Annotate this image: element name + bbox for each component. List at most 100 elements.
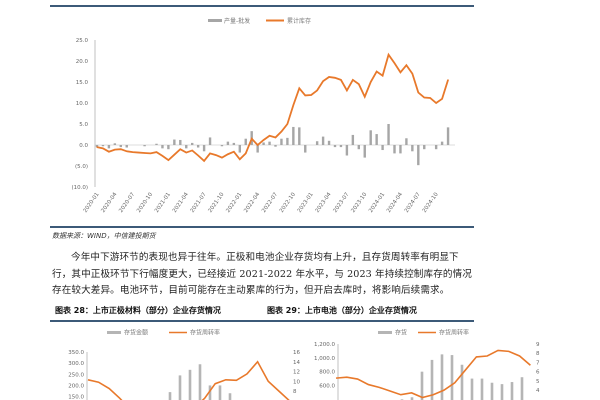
bar-production-wholesale <box>220 145 224 147</box>
line-point <box>411 73 413 75</box>
bar-production-wholesale <box>423 145 426 150</box>
fig29-bar <box>520 377 524 400</box>
line-point <box>274 136 277 139</box>
line-point <box>251 138 253 140</box>
bar-production-wholesale <box>327 140 331 145</box>
fig28-y-tick-left: 200.0 <box>68 383 84 389</box>
source-rule <box>50 226 474 228</box>
bar-production-wholesale <box>381 145 384 151</box>
line-point <box>138 151 140 154</box>
bar-production-wholesale <box>345 145 349 156</box>
line-point <box>429 97 431 99</box>
fig29-y-tick-left: 600.0 <box>319 384 335 390</box>
bar-production-wholesale <box>298 127 301 145</box>
bar-production-wholesale <box>268 141 271 145</box>
line-point <box>423 96 425 99</box>
line-point <box>149 152 152 154</box>
bar-production-wholesale <box>185 145 188 149</box>
bar-production-wholesale <box>191 142 194 145</box>
fig28-y-tick-left: 300.0 <box>68 361 84 367</box>
line-point <box>233 151 235 153</box>
y-tick-label: 25.0 <box>76 38 89 44</box>
bar-production-wholesale <box>405 138 408 145</box>
line-point <box>310 94 312 96</box>
bar-production-wholesale <box>262 142 265 145</box>
fig29-y-tick-right: 7 <box>536 360 540 366</box>
bar-production-wholesale <box>179 139 182 145</box>
line-point <box>215 154 217 156</box>
line-point <box>417 91 419 94</box>
legend-bar-swatch <box>208 19 222 22</box>
bar-production-wholesale <box>333 145 337 148</box>
y-tick-label: (10.0) <box>71 185 88 191</box>
line-point <box>161 155 164 157</box>
line-point <box>280 130 283 133</box>
bar-production-wholesale <box>339 145 343 148</box>
line-point <box>298 87 300 89</box>
y-tick-label: 5.0 <box>79 122 88 128</box>
bar-production-wholesale <box>107 145 111 149</box>
fig28-y-tick-left: 250.0 <box>68 372 84 378</box>
bar-production-wholesale <box>125 145 128 148</box>
figure28-title: 图表 28：上市正极材料（部分）企业存货情况 <box>55 306 221 315</box>
line-point <box>185 151 187 154</box>
line-point <box>399 71 402 73</box>
bar-production-wholesale <box>315 141 319 145</box>
fig28-y-tick-left: 350.0 <box>68 350 84 356</box>
figure-rule <box>50 320 474 322</box>
bar-production-wholesale <box>292 126 295 145</box>
top-rule <box>50 5 474 7</box>
fig28-line-turnover <box>87 360 290 400</box>
line-point <box>257 144 259 146</box>
fig29-bar <box>480 378 484 400</box>
fig28-bar <box>168 392 172 400</box>
line-point <box>245 152 247 154</box>
line-point <box>221 157 223 159</box>
line-point <box>167 159 169 161</box>
line-point <box>441 98 443 100</box>
bar-production-wholesale <box>280 138 283 145</box>
fig29-bar <box>470 378 474 400</box>
bar-production-wholesale <box>208 137 212 145</box>
line-point <box>322 80 324 82</box>
fig29-bar <box>460 364 464 400</box>
fig29-y-tick-right: 9 <box>536 342 540 348</box>
bar-production-wholesale <box>321 136 325 145</box>
bar-production-wholesale <box>399 145 402 154</box>
bar-production-wholesale <box>232 142 236 145</box>
fig29-y-tick-right: 8 <box>536 351 540 357</box>
bar-production-wholesale <box>238 145 241 153</box>
bar-production-wholesale <box>417 145 420 166</box>
line-point <box>387 54 390 56</box>
fig29-y-tick-left: 800.0 <box>319 370 335 376</box>
y-tick-label: 10.0 <box>76 101 89 107</box>
fig28-y-tick-right: 14 <box>293 360 300 366</box>
fig28-bar <box>178 375 182 400</box>
line-point <box>352 79 354 81</box>
fig29-bar <box>410 397 414 400</box>
line-point <box>263 139 265 141</box>
line-point <box>102 147 104 149</box>
fig28-y-tick-left: 150.0 <box>68 395 84 400</box>
fig29-y-tick-right: 5 <box>536 379 540 385</box>
fig28-bar <box>208 385 212 400</box>
line-point <box>393 62 396 64</box>
line-point <box>132 151 134 153</box>
legend-bar-label: 产量-批发 <box>224 17 250 25</box>
bar-production-wholesale <box>304 145 307 153</box>
line-point <box>227 153 229 155</box>
bar-production-wholesale <box>113 143 117 145</box>
line-point <box>286 123 288 125</box>
line-point <box>304 94 306 97</box>
fig29-bar <box>510 382 514 400</box>
main-chart: 产量-批发 累计库存 25.0 20.0 15.0 10.0 5.0 0.0 (5.0) (10.… <box>71 17 455 214</box>
bar-production-wholesale <box>357 145 360 150</box>
line-point <box>120 148 122 150</box>
legend-line-label: 累计库存 <box>287 17 311 25</box>
line-point <box>197 154 199 157</box>
line-point <box>292 104 294 106</box>
bar-production-wholesale <box>440 141 444 145</box>
fig29-bar <box>500 384 504 400</box>
fig29-bar <box>420 371 424 400</box>
